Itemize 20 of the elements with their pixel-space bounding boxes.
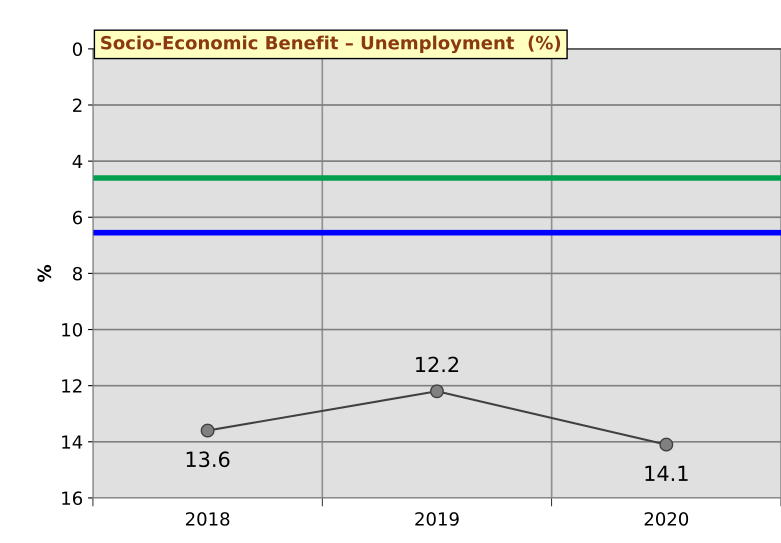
y-tick-label: 4: [72, 154, 82, 168]
y-tick-label: 10: [62, 322, 82, 337]
x-tick-label: 2018: [186, 512, 230, 526]
y-tick-label: 0: [72, 42, 82, 56]
y-tick-label: 8: [72, 266, 82, 281]
data-label: 14.1: [645, 466, 688, 481]
y-tick-label: 14: [62, 435, 82, 449]
point: [659, 438, 674, 452]
y-tick-label: 12: [62, 379, 82, 393]
chart-title: Socio-Economic Benefit – Unemployment (%): [101, 36, 560, 54]
y-tick-label: 16: [62, 491, 82, 506]
y-tick-label: 2: [73, 98, 82, 112]
y-tick-label: 6: [72, 210, 82, 224]
point: [430, 384, 444, 398]
data-label: 13.6: [186, 451, 230, 468]
x-tick-label: 2020: [644, 512, 688, 526]
y-axis-title: %: [38, 264, 52, 282]
x-tick-label: 2019: [415, 512, 459, 526]
point: [200, 424, 215, 438]
data-label: 12.2: [416, 356, 458, 372]
